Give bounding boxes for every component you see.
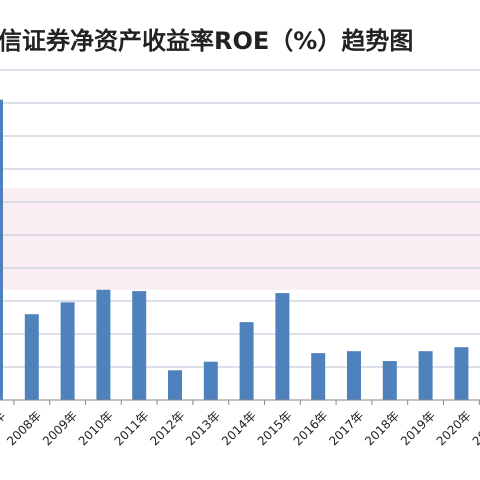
x-tick-label: 2015年: [255, 408, 295, 448]
bar: [168, 370, 182, 400]
bar: [311, 353, 326, 400]
x-tick-label: 2021年: [470, 408, 480, 448]
x-tick-label: 2011年: [112, 408, 152, 448]
x-tick-label: 2016年: [291, 408, 331, 448]
bar: [24, 314, 39, 400]
bar: [418, 351, 433, 400]
x-tick-label: 2019年: [398, 408, 438, 448]
bar: [382, 361, 397, 400]
bar: [239, 322, 254, 400]
bar: [275, 293, 290, 400]
bar: [132, 291, 147, 400]
x-tick-label: 2018年: [362, 408, 402, 448]
bar: [347, 351, 361, 400]
x-tick-label: 2009年: [40, 408, 80, 448]
bar: [60, 302, 75, 400]
x-tick-label: 2008年: [4, 408, 44, 448]
bar: [0, 99, 3, 400]
watermark-band: [0, 188, 480, 290]
bar: [454, 347, 469, 400]
bar: [203, 361, 218, 400]
x-tick-label: 2012年: [147, 408, 187, 448]
x-tick-label: 2014年: [219, 408, 259, 448]
x-tick-label: 2017年: [326, 408, 366, 448]
x-tick-label: 2020年: [434, 408, 474, 448]
bar: [96, 289, 111, 400]
x-tick-label: 2010年: [76, 408, 116, 448]
x-tick-label: 2013年: [183, 408, 223, 448]
chart-title: 中信证券净资产收益率ROE（%）趋势图: [0, 27, 413, 55]
